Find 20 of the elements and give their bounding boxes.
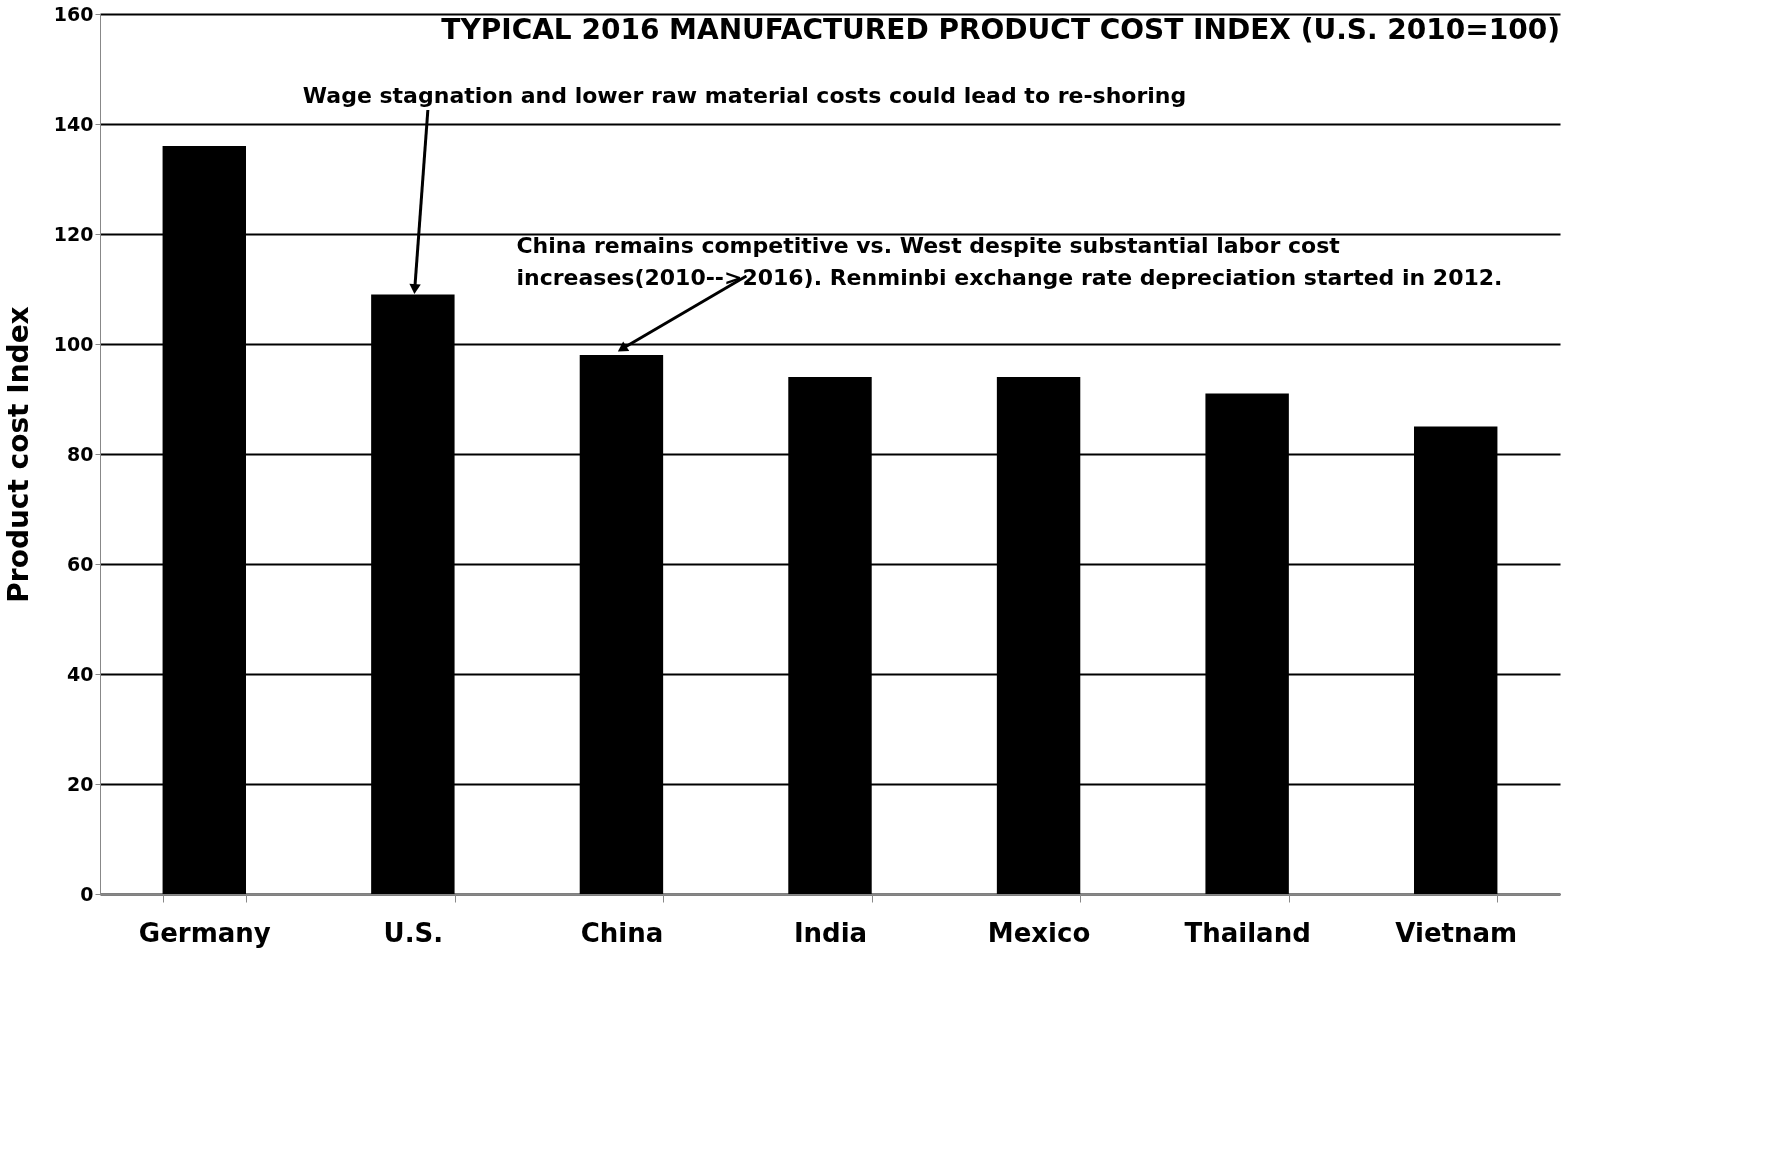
x-tick-label: India xyxy=(793,917,868,948)
x-tick-label: Thailand xyxy=(1184,917,1311,948)
x-tick-label: Mexico xyxy=(987,917,1091,948)
y-tick-label: 100 xyxy=(53,332,94,355)
y-tick-label: 20 xyxy=(67,772,94,795)
y-tick-label: 160 xyxy=(53,2,94,25)
y-tick-label: 80 xyxy=(67,442,94,465)
x-tick-label: Germany xyxy=(138,917,271,948)
x-tick-label: Vietnam xyxy=(1395,917,1518,948)
y-tick-label: 0 xyxy=(80,882,94,905)
y-tick-label: 40 xyxy=(67,662,94,685)
annotation: China remains competitive vs. West despite substantial labor cost increases(2010-->2016). Renminbi exchange rate depreciation started in 2012. xyxy=(516,233,1503,290)
y-tick-label: 140 xyxy=(53,112,94,135)
x-tick-label: U.S. xyxy=(383,917,444,948)
y-tick-label: 120 xyxy=(53,222,94,245)
x-tick-label: China xyxy=(580,917,664,948)
y-tick-label: 60 xyxy=(67,552,94,575)
chart-title: TYPICAL 2016 MANUFACTURED PRODUCT COST INDEX (U.S. 2010=100) xyxy=(441,13,1560,46)
y-axis-title: Product cost Index xyxy=(1,306,35,603)
annotation: Wage stagnation and lower raw material costs could lead to re-shoring xyxy=(302,83,1187,108)
